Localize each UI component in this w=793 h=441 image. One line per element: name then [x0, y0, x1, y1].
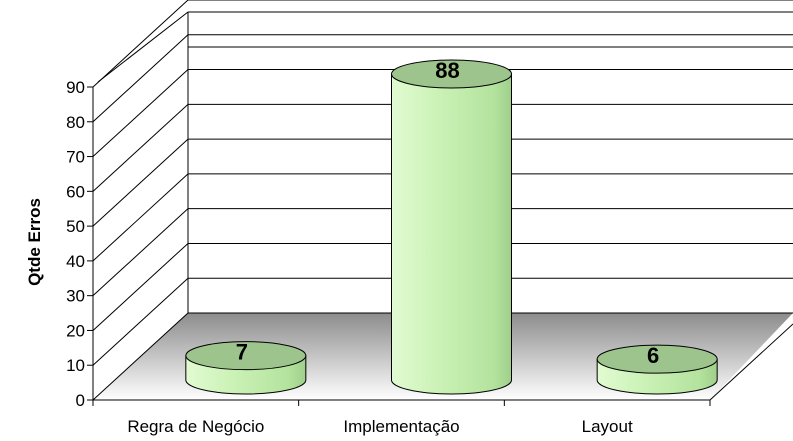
axes: [87, 86, 711, 406]
gridline-side: [92, 69, 189, 157]
gridline-side: [92, 208, 189, 297]
gridline-side: [92, 243, 189, 331]
data-labels: 7 88 6: [236, 58, 660, 368]
floor-right-edge: [709, 323, 793, 401]
gridline-side: [105, 47, 188, 75]
data-label: 88: [435, 58, 459, 83]
y-tick-label: 30: [66, 287, 85, 306]
bar-cylinder: [391, 59, 512, 395]
y-tick-label: 40: [66, 252, 85, 271]
gridline-side-top: [97, 11, 189, 83]
y-tick-label: 50: [66, 217, 85, 236]
category-label: Implementação: [343, 417, 459, 436]
category-label: Layout: [582, 417, 633, 436]
y-tick-label: 70: [66, 148, 85, 167]
gridline-side: [92, 103, 189, 192]
y-tick-label: 0: [76, 391, 85, 410]
y-tick-label: 20: [66, 321, 85, 340]
category-labels: Regra de Negócio Implementação Layout: [127, 417, 633, 436]
gridline-side: [92, 277, 189, 366]
gridline-side: [92, 173, 189, 262]
bars: [185, 59, 718, 395]
y-tick-label: 60: [66, 182, 85, 201]
bar-top: [596, 344, 718, 374]
data-label: 6: [647, 343, 659, 368]
bar-top: [391, 59, 512, 89]
bar-cylinder: [596, 344, 718, 395]
bar-body: [391, 73, 512, 395]
category-label: Regra de Negócio: [127, 417, 264, 436]
y-tick-label: 80: [66, 113, 85, 132]
gridline-side: [92, 138, 189, 227]
gridline-side: [92, 312, 189, 401]
y-tick-label: 10: [66, 356, 85, 375]
bar-cylinder: [185, 341, 307, 395]
y-tick-labels: 0 10 20 30 40 50 60 70 80 90: [66, 78, 85, 410]
data-label: 7: [236, 340, 248, 365]
bar-top: [185, 341, 307, 371]
y-tick-label: 90: [66, 78, 85, 97]
gridline-side: [92, 0, 189, 88]
gridline-side: [92, 34, 189, 123]
y-axis-label: Qtde Erros: [25, 198, 44, 286]
